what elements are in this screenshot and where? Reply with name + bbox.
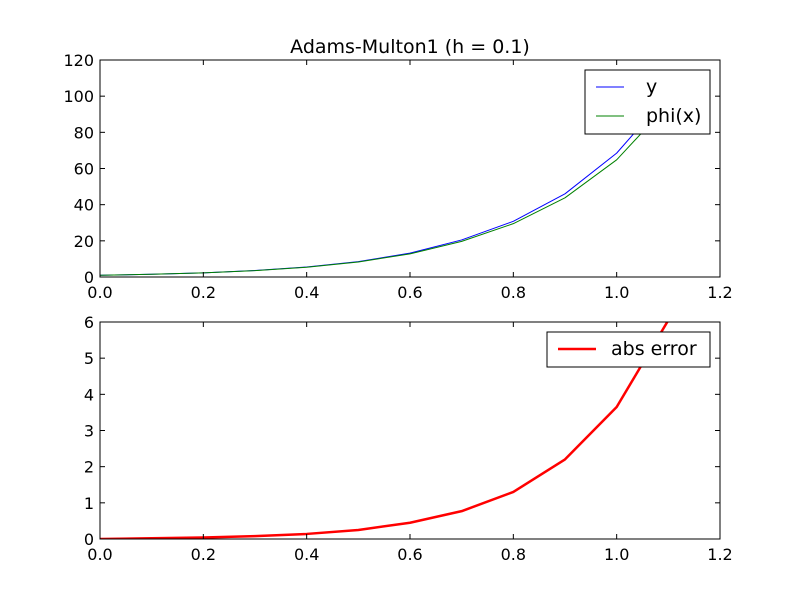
bottom-y-tick-label: 2 [84,458,94,477]
bottom-x-tick-label: 0.0 [87,545,112,564]
legend-label-abs-error: abs error [611,338,697,360]
top-y-tick-label: 120 [63,51,94,70]
top-chart: Adams-Multon1 (h = 0.1) 0.0 0.2 0.4 0.6 0.8 1… [63,36,732,302]
top-chart-legend: y phi(x) [584,69,711,135]
bottom-chart-axes: 0.0 0.2 0.4 0.6 0.8 1.0 1.2 0 1 2 3 4 5 6 [84,313,733,564]
bottom-x-tick-label: 0.8 [501,545,526,564]
top-x-tick-label: 0.0 [87,283,112,302]
top-x-tick-label: 0.8 [501,283,526,302]
bottom-y-tick-label: 0 [84,530,94,549]
top-x-tick-label: 1.2 [707,283,732,302]
top-x-tick-label: 1.0 [604,283,629,302]
top-x-tick-label: 0.4 [294,283,319,302]
top-x-tick-label: 0.6 [397,283,422,302]
legend-label-phi: phi(x) [646,105,701,127]
bottom-x-tick-label: 0.6 [397,545,422,564]
bottom-y-tick-label: 4 [84,385,94,404]
top-y-tick-label: 40 [74,196,94,215]
bottom-y-tick-label: 1 [84,494,94,513]
bottom-series-line-0 [100,322,669,539]
bottom-chart-legend: abs error [546,331,711,368]
top-series-line-1 [100,103,669,276]
top-legend-box [584,69,711,135]
bottom-chart-series [100,322,669,539]
bottom-y-tick-label: 3 [84,422,94,441]
top-chart-axes: 0.0 0.2 0.4 0.6 0.8 1.0 1.2 0 20 40 60 80 100 120 [63,51,732,302]
top-y-tick-label: 80 [74,123,94,142]
top-y-tick-label: 0 [84,268,94,287]
top-x-tick-label: 0.2 [191,283,216,302]
top-y-tick-label: 20 [74,232,94,251]
top-chart-title: Adams-Multon1 (h = 0.1) [290,36,530,58]
bottom-x-tick-label: 0.4 [294,545,319,564]
bottom-x-tick-label: 0.2 [191,545,216,564]
top-chart-series [100,94,669,276]
bottom-x-tick-label: 1.2 [707,545,732,564]
bottom-chart: 0.0 0.2 0.4 0.6 0.8 1.0 1.2 0 1 2 3 4 5 6 abs error [84,313,733,564]
bottom-x-tick-label: 1.0 [604,545,629,564]
top-y-tick-label: 60 [74,160,94,179]
legend-label-y: y [646,76,657,98]
bottom-y-tick-label: 5 [84,349,94,368]
bottom-y-tick-label: 6 [84,313,94,332]
top-y-tick-label: 100 [63,87,94,106]
